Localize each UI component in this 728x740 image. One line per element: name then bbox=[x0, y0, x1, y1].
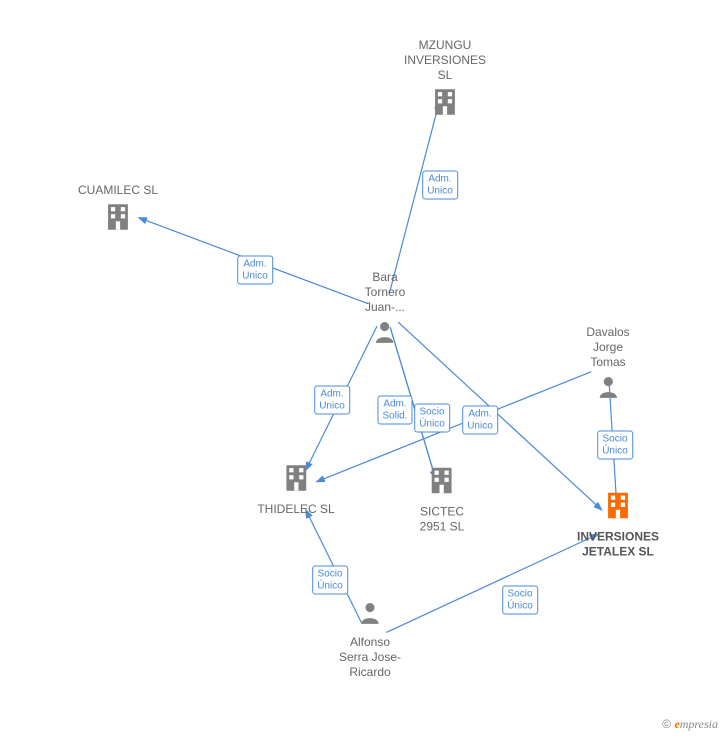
node-label: SICTEC 2951 SL bbox=[420, 505, 465, 535]
edge-label: Socio Único bbox=[597, 431, 633, 460]
edge-label: Adm. Unico bbox=[422, 171, 458, 200]
building-icon bbox=[425, 464, 459, 503]
node-thidelec[interactable]: THIDELEC SL bbox=[257, 461, 334, 519]
node-label: INVERSIONES JETALEX SL bbox=[577, 530, 659, 560]
edge-label: Adm. Unico bbox=[314, 386, 350, 415]
building-icon bbox=[601, 489, 635, 528]
node-sictec[interactable]: SICTEC 2951 SL bbox=[420, 464, 465, 537]
node-label: Bara Tornero Juan-... bbox=[365, 270, 406, 315]
brand-rest: mpresia bbox=[680, 717, 718, 731]
person-icon bbox=[357, 598, 383, 633]
copyright-footer: © empresia bbox=[662, 717, 718, 732]
node-label: Alfonso Serra Jose- Ricardo bbox=[339, 635, 401, 680]
node-label: MZUNGU INVERSIONES SL bbox=[404, 38, 486, 83]
edge-label: Adm. Unico bbox=[237, 256, 273, 285]
node-mzungu[interactable]: MZUNGU INVERSIONES SL bbox=[404, 36, 486, 124]
copyright-symbol: © bbox=[662, 717, 671, 731]
node-cuamilec[interactable]: CUAMILEC SL bbox=[78, 181, 158, 239]
node-label: THIDELEC SL bbox=[257, 502, 334, 517]
edge-line bbox=[386, 534, 598, 632]
node-bara[interactable]: Bara Tornero Juan-... bbox=[365, 268, 406, 352]
building-icon bbox=[279, 461, 313, 500]
node-label: Davalos Jorge Tomas bbox=[586, 325, 629, 370]
node-davalos[interactable]: Davalos Jorge Tomas bbox=[586, 323, 629, 407]
node-jetalex[interactable]: INVERSIONES JETALEX SL bbox=[577, 489, 659, 562]
edge-label: Adm. Solid. bbox=[377, 396, 412, 425]
node-alfonso[interactable]: Alfonso Serra Jose- Ricardo bbox=[339, 598, 401, 682]
edge-label: Socio Único bbox=[312, 566, 348, 595]
edge-label: Socio Único bbox=[414, 404, 450, 433]
edge-label: Adm. Unico bbox=[462, 406, 498, 435]
building-icon bbox=[428, 85, 462, 124]
person-icon bbox=[372, 317, 398, 352]
person-icon bbox=[595, 372, 621, 407]
edge-label: Socio Único bbox=[502, 586, 538, 615]
edge-line bbox=[316, 372, 591, 482]
building-icon bbox=[101, 200, 135, 239]
node-label: CUAMILEC SL bbox=[78, 183, 158, 198]
